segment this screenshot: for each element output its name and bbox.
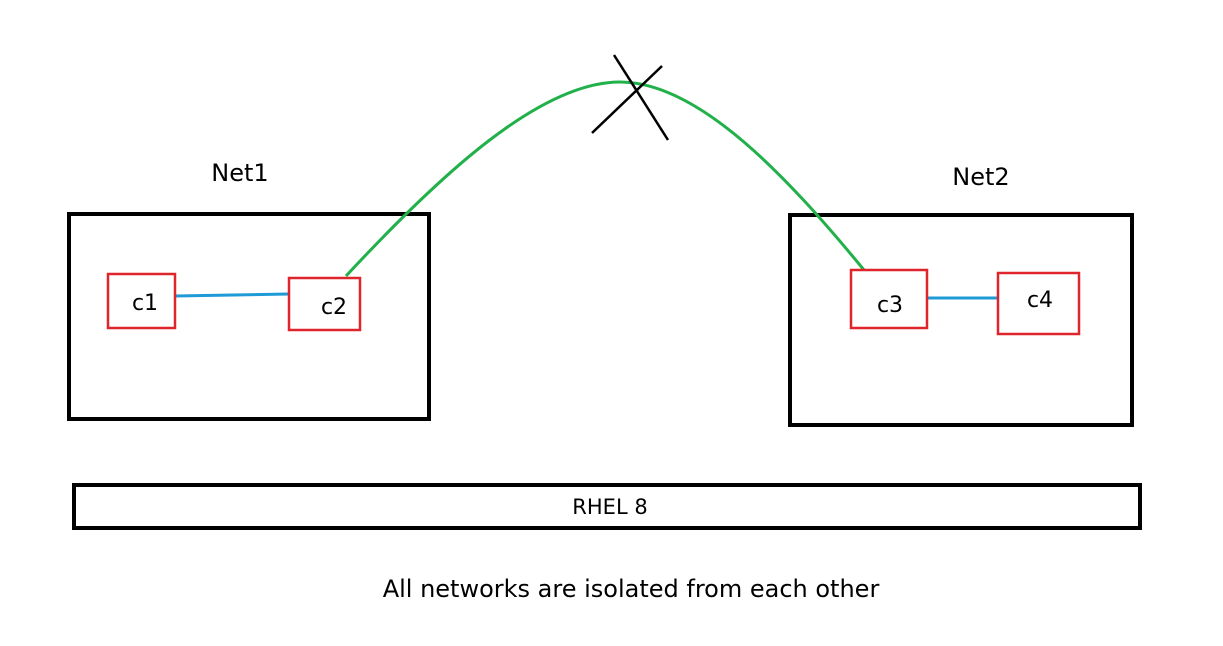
net1-local-link (174, 292, 290, 298)
container-c3: c3 (849, 268, 929, 330)
container-c4-label: c4 (1027, 288, 1053, 313)
container-c2-label: c2 (321, 295, 347, 320)
host-label: RHEL 8 (572, 495, 647, 519)
net1-label: Net1 (211, 159, 268, 187)
container-c1-label: c1 (132, 291, 158, 316)
cross-network-link (344, 80, 866, 278)
host-bar (72, 483, 1142, 530)
container-c1: c1 (106, 272, 177, 330)
net2-label: Net2 (952, 163, 1009, 191)
net1-box (67, 212, 431, 421)
caption: All networks are isolated from each othe… (383, 575, 880, 603)
container-c2: c2 (287, 276, 362, 332)
net2-box (788, 213, 1134, 427)
blocked-x-icon (591, 54, 670, 141)
container-c3-label: c3 (877, 293, 903, 318)
container-c4: c4 (996, 271, 1081, 336)
